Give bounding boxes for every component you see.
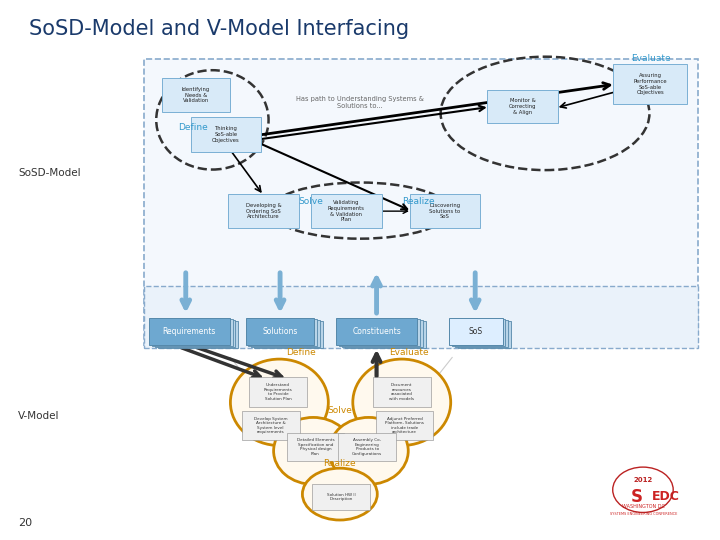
Text: SYSTEMS ENGINEERING CONFERENCE: SYSTEMS ENGINEERING CONFERENCE xyxy=(610,512,678,516)
Text: Solution HW II
Description: Solution HW II Description xyxy=(327,492,356,501)
Text: Define: Define xyxy=(179,123,208,132)
FancyBboxPatch shape xyxy=(144,286,698,348)
FancyBboxPatch shape xyxy=(162,78,230,112)
FancyBboxPatch shape xyxy=(339,319,420,346)
FancyBboxPatch shape xyxy=(287,433,344,461)
Ellipse shape xyxy=(302,468,377,520)
Ellipse shape xyxy=(274,417,353,484)
FancyBboxPatch shape xyxy=(345,321,426,348)
Text: Adjunct Preferred
Platform, Solutions
include trade
architecture: Adjunct Preferred Platform, Solutions in… xyxy=(385,417,424,434)
Text: Validating
Requirements
& Validation
Plan: Validating Requirements & Validation Pla… xyxy=(328,200,365,222)
FancyBboxPatch shape xyxy=(246,318,314,345)
Text: SoSD-Model and V-Model Interfacing: SoSD-Model and V-Model Interfacing xyxy=(29,19,409,39)
Text: V-Model: V-Model xyxy=(18,411,60,421)
Text: Realize: Realize xyxy=(402,197,434,206)
Text: Assuring
Performance
SoS-able
Objectives: Assuring Performance SoS-able Objectives xyxy=(634,73,667,96)
FancyBboxPatch shape xyxy=(149,318,230,345)
Text: 2012: 2012 xyxy=(634,477,652,483)
FancyBboxPatch shape xyxy=(158,321,238,348)
FancyBboxPatch shape xyxy=(228,194,299,228)
FancyBboxPatch shape xyxy=(248,319,317,346)
FancyBboxPatch shape xyxy=(242,411,300,440)
Text: S: S xyxy=(631,488,643,506)
Text: Has path to Understanding Systems &
Solutions to...: Has path to Understanding Systems & Solu… xyxy=(296,96,424,109)
Text: Detailed Elements
Specification and
Physical design
Plan: Detailed Elements Specification and Phys… xyxy=(297,438,334,456)
Ellipse shape xyxy=(230,359,328,446)
Text: SoS: SoS xyxy=(469,327,483,336)
Text: SoSD-Model: SoSD-Model xyxy=(18,168,81,178)
Ellipse shape xyxy=(353,359,451,446)
Text: Requirements: Requirements xyxy=(163,327,216,336)
FancyBboxPatch shape xyxy=(311,194,382,228)
FancyBboxPatch shape xyxy=(452,319,505,346)
FancyBboxPatch shape xyxy=(249,377,307,407)
Text: Understand
Requirements
to Provide
Solution Plan: Understand Requirements to Provide Solut… xyxy=(264,383,292,401)
Text: Evaluate: Evaluate xyxy=(389,348,429,357)
Text: Monitor &
Correcting
& Align: Monitor & Correcting & Align xyxy=(509,98,536,115)
FancyBboxPatch shape xyxy=(455,320,508,347)
FancyBboxPatch shape xyxy=(336,318,417,345)
Text: Solve: Solve xyxy=(328,406,352,415)
FancyBboxPatch shape xyxy=(376,411,433,440)
Text: 20: 20 xyxy=(18,518,32,528)
FancyBboxPatch shape xyxy=(487,90,558,123)
FancyBboxPatch shape xyxy=(458,321,511,348)
FancyBboxPatch shape xyxy=(191,117,261,152)
Text: Document
resources
associated
with models: Document resources associated with model… xyxy=(390,383,414,401)
FancyBboxPatch shape xyxy=(144,59,698,346)
FancyBboxPatch shape xyxy=(449,318,503,345)
FancyBboxPatch shape xyxy=(152,319,233,346)
Text: Define: Define xyxy=(286,348,316,357)
FancyBboxPatch shape xyxy=(373,377,431,407)
Text: Identifying
Needs &
Validation: Identifying Needs & Validation xyxy=(181,87,210,103)
Text: Discovering
Solutions to
SoS: Discovering Solutions to SoS xyxy=(429,203,461,219)
Text: Assembly Co-
Engineering
Products to
Configurations: Assembly Co- Engineering Products to Con… xyxy=(352,438,382,456)
Ellipse shape xyxy=(329,417,408,484)
FancyBboxPatch shape xyxy=(312,484,370,510)
FancyBboxPatch shape xyxy=(338,433,396,461)
FancyBboxPatch shape xyxy=(251,320,320,347)
FancyBboxPatch shape xyxy=(155,320,235,347)
FancyBboxPatch shape xyxy=(410,194,480,228)
FancyBboxPatch shape xyxy=(254,321,323,348)
Text: Evaluate: Evaluate xyxy=(631,54,670,63)
Text: Realize: Realize xyxy=(323,459,356,468)
Text: Solve: Solve xyxy=(299,197,324,206)
Text: Constituents: Constituents xyxy=(352,327,401,336)
Text: Developing &
Ordering SoS
Architecture: Developing & Ordering SoS Architecture xyxy=(246,203,282,219)
Text: Thinking
SoS-able
Objectives: Thinking SoS-able Objectives xyxy=(212,126,240,143)
Text: Solutions: Solutions xyxy=(262,327,297,336)
Text: EDC: EDC xyxy=(652,490,680,503)
FancyBboxPatch shape xyxy=(613,64,687,104)
Text: Develop System
Architecture &
System level
requirements: Develop System Architecture & System lev… xyxy=(254,417,287,434)
FancyBboxPatch shape xyxy=(342,320,423,347)
Text: WASHINGTON DC: WASHINGTON DC xyxy=(622,504,665,509)
